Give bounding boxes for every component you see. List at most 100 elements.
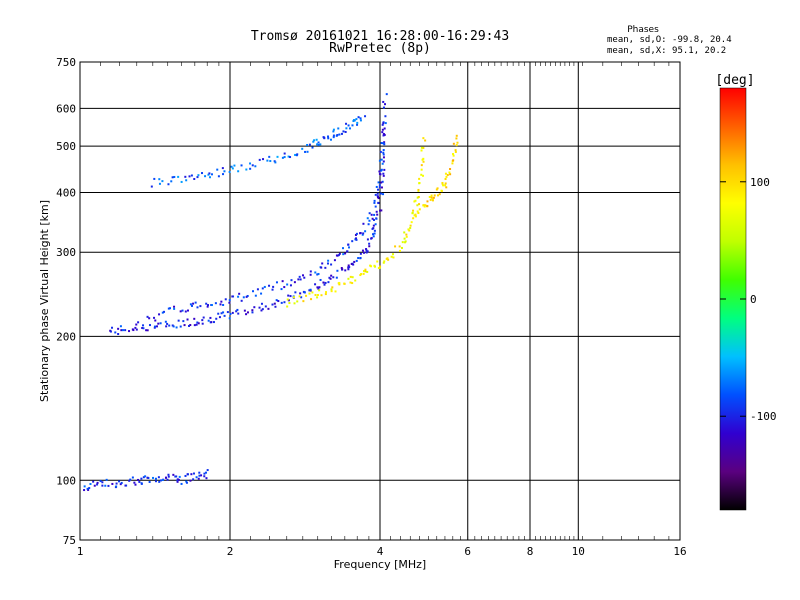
data-point [391,253,394,256]
data-point [348,246,351,249]
data-point [199,305,202,308]
data-point [175,326,178,329]
data-point [444,178,447,181]
data-point [365,249,368,252]
data-point [161,311,164,314]
x-tick-label: 4 [377,545,384,558]
data-point [83,489,86,492]
data-point [382,193,385,196]
data-point [262,158,265,161]
data-point [109,330,112,333]
data-point [408,229,411,232]
data-point [120,481,123,484]
data-point [87,488,90,491]
data-point [193,317,196,320]
data-point [157,476,160,479]
data-point [189,479,192,482]
data-point [305,294,308,297]
data-point [422,160,425,163]
data-point [379,265,382,268]
data-point [398,249,401,252]
data-point [92,480,95,483]
data-point [378,159,381,162]
data-point [315,138,318,141]
data-point [204,471,207,474]
data-point [350,262,353,265]
data-point [372,227,375,230]
data-point [148,317,151,320]
data-point [117,333,120,336]
data-point [344,252,347,255]
data-point [188,175,191,178]
data-point [186,318,189,321]
data-point [372,224,375,227]
data-point [381,180,384,183]
data-point [150,185,153,188]
data-point [368,219,371,222]
data-point [444,172,447,175]
data-point [230,165,233,168]
data-point [217,312,220,315]
chart-title: Tromsø 20161021 16:28:00-16:29:43 [251,29,509,44]
data-point [119,483,122,486]
data-point [383,260,386,263]
data-point [370,213,373,216]
data-point [189,324,192,327]
data-point [172,473,175,476]
data-point [96,483,99,486]
data-point [417,212,420,215]
data-point [214,302,217,305]
data-point [261,308,264,311]
data-point [220,312,223,315]
data-point [148,324,151,327]
data-point [219,303,222,306]
colorbar-tick-label: 100 [750,176,770,189]
data-point [371,217,374,220]
data-point [122,329,125,332]
data-point [129,478,132,481]
data-point [340,132,343,135]
data-point [416,196,419,199]
data-point [380,209,383,212]
data-point [206,469,209,472]
data-point [336,254,339,257]
data-point [209,316,212,319]
data-point [430,196,433,199]
data-point [287,294,290,297]
chart-subtitle: RwPretec (8p) [329,41,431,56]
data-point [354,279,357,282]
data-point [319,143,322,146]
data-point [260,292,263,295]
data-point [134,483,137,486]
data-point [299,278,302,281]
data-point [375,217,378,220]
data-point [223,314,226,317]
data-point [292,296,295,299]
data-point [222,311,225,314]
data-point [445,186,448,189]
data-point [324,281,327,284]
data-point [142,324,145,327]
data-point [384,122,387,125]
data-point [436,187,439,190]
data-point [296,153,299,156]
data-point [426,205,429,208]
data-point [132,329,135,332]
data-point [228,301,231,304]
data-point [194,301,197,304]
data-point [414,199,417,202]
data-point [422,174,425,177]
data-point [382,106,385,109]
data-point [200,474,203,477]
data-point [163,310,166,313]
data-point [296,300,299,303]
data-point [228,170,231,173]
data-point [351,276,354,279]
data-point [352,119,355,122]
data-point [394,245,397,248]
data-point [203,472,206,475]
data-point [344,130,347,133]
data-point [324,293,327,296]
data-point [345,122,348,125]
